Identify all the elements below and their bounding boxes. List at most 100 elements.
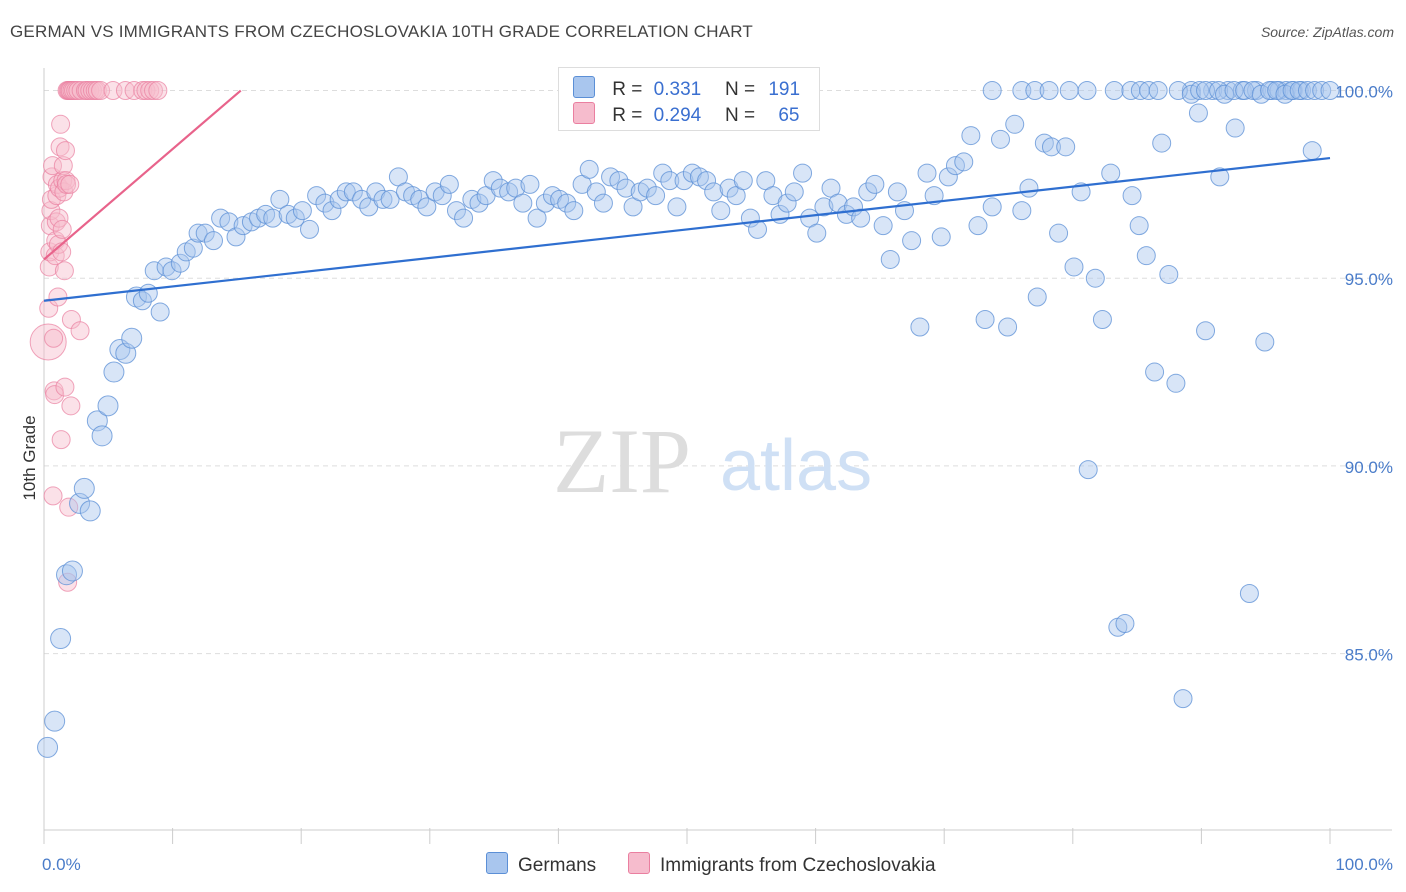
german-point: [814, 197, 834, 217]
german-point: [873, 216, 893, 236]
german-point: [469, 193, 489, 213]
german-point: [1152, 133, 1172, 153]
german-point: [439, 174, 459, 194]
german-point: [807, 223, 827, 243]
german-point: [968, 216, 988, 236]
czech-point: [144, 81, 164, 101]
czech-point: [60, 174, 80, 194]
german-point: [79, 500, 101, 522]
source-credit: Source: ZipAtlas.com: [1260, 24, 1394, 40]
german-point: [380, 189, 400, 209]
watermark-zip: ZIP: [553, 410, 691, 512]
german-point: [784, 182, 804, 202]
germans-n-label: N =: [724, 79, 756, 100]
german-point: [924, 186, 944, 206]
german-point: [998, 317, 1018, 337]
german-point: [1012, 81, 1032, 101]
german-point: [1027, 287, 1047, 307]
german-point: [226, 227, 246, 247]
german-point: [1188, 103, 1208, 123]
czech-point: [49, 208, 69, 228]
german-point: [1078, 460, 1098, 480]
german-point: [1203, 81, 1223, 101]
german-point: [336, 182, 356, 202]
german-point: [373, 189, 393, 209]
german-point: [931, 227, 951, 247]
german-point: [887, 182, 907, 202]
czech-point: [58, 572, 78, 592]
german-point: [109, 339, 131, 361]
german-point: [520, 174, 540, 194]
czech-point: [52, 219, 72, 239]
czech-point: [39, 257, 59, 277]
czech-swatch: [573, 102, 595, 124]
tick-labels: 85.0% 90.0% 95.0% 100.0% 0.0% 100.0% 10th Grad…: [20, 83, 1393, 874]
german-point: [103, 361, 125, 383]
german-point: [299, 219, 319, 239]
y-tick-label: 90.0%: [1345, 458, 1393, 477]
germans-swatch: [573, 76, 595, 98]
legend-row-czech: R = 0.294 N = 65: [573, 102, 799, 126]
german-point: [579, 159, 599, 179]
german-point: [483, 171, 503, 191]
german-point: [982, 197, 1002, 217]
german-point: [170, 253, 190, 273]
german-point: [527, 208, 547, 228]
german-point: [653, 163, 673, 183]
german-point: [1235, 81, 1255, 101]
german-point: [1320, 81, 1340, 101]
czech-point: [46, 212, 66, 232]
german-point: [410, 189, 430, 209]
bottom-germans-swatch: [486, 852, 508, 874]
german-point: [1282, 81, 1302, 101]
german-point: [1071, 182, 1091, 202]
german-point: [138, 283, 158, 303]
stats-legend: R = 0.331 N = 191 R = 0.294 N = 65: [558, 67, 820, 131]
german-point: [1129, 216, 1149, 236]
german-point: [646, 186, 666, 206]
german-point: [1059, 81, 1079, 101]
german-point: [674, 171, 694, 191]
german-point: [37, 736, 59, 758]
german-point: [1225, 118, 1245, 138]
german-point: [1049, 223, 1069, 243]
german-point: [616, 178, 636, 198]
x-tick-label: 0.0%: [42, 855, 81, 874]
czech-point: [43, 486, 63, 506]
chart-title: GERMAN VS IMMIGRANTS FROM CZECHOSLOVAKIA…: [10, 22, 754, 41]
german-point: [1173, 689, 1193, 709]
german-point: [97, 395, 119, 417]
german-point: [195, 223, 215, 243]
czech-r-label: R =: [612, 105, 643, 126]
german-point: [748, 219, 768, 239]
german-point: [1210, 167, 1230, 187]
german-point: [315, 193, 335, 213]
german-point: [1148, 81, 1168, 101]
german-point: [902, 231, 922, 251]
german-point: [1166, 373, 1186, 393]
german-point: [1136, 246, 1156, 266]
german-point: [733, 171, 753, 191]
czech-point: [70, 321, 90, 341]
czech-point: [45, 246, 65, 266]
german-point: [1289, 81, 1309, 101]
german-point: [557, 193, 577, 213]
german-point: [1224, 81, 1244, 101]
czech-point: [45, 385, 65, 405]
german-point: [1190, 81, 1210, 101]
german-point: [91, 425, 113, 447]
german-point: [188, 223, 208, 243]
czech-point: [29, 323, 67, 361]
czech-point: [61, 396, 81, 416]
czech-point: [44, 328, 64, 348]
german-point: [1101, 163, 1121, 183]
german-point: [586, 182, 606, 202]
czech-point: [50, 137, 70, 157]
german-point: [454, 208, 474, 228]
german-point: [132, 291, 152, 311]
german-point: [1297, 81, 1317, 101]
czech-n-value: 65: [778, 105, 800, 126]
german-point: [183, 238, 203, 258]
german-point: [417, 197, 437, 217]
